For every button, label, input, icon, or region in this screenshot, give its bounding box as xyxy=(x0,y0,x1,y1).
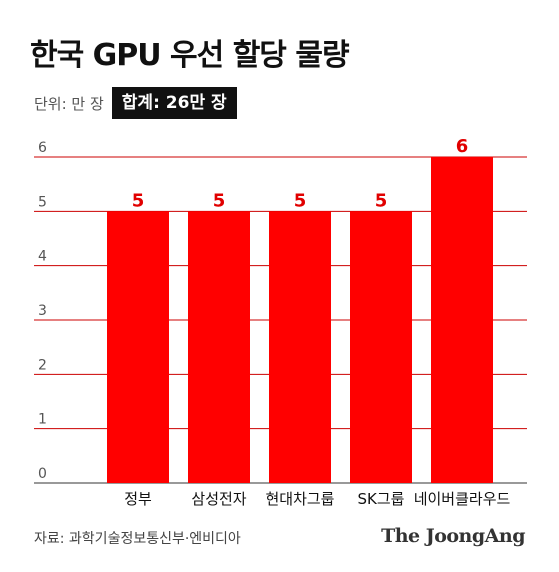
x-tick-label: 현대차그룹 xyxy=(265,490,334,508)
bar-value-label: 5 xyxy=(132,190,145,211)
y-tick-label: 6 xyxy=(38,140,47,156)
source-note: 자료: 과학기술정보통신부·엔비디아 xyxy=(34,531,241,547)
bar xyxy=(188,211,250,484)
x-tick-label: 삼성전자 xyxy=(191,490,246,508)
chart-title: 한국 GPU 우선 할당 물량 xyxy=(30,38,350,73)
brand-logo: The JoongAng xyxy=(381,525,525,547)
y-tick-label: 4 xyxy=(38,249,47,265)
y-tick-label: 2 xyxy=(38,357,47,373)
bar-value-label: 6 xyxy=(456,136,469,157)
x-tick-label: 정부 xyxy=(124,490,152,508)
total-badge: 합계: 26만 장 xyxy=(111,87,237,119)
bar xyxy=(350,211,412,484)
y-tick-label: 5 xyxy=(38,194,47,210)
bar xyxy=(431,157,493,483)
bar xyxy=(107,211,169,484)
unit-label: 단위: 만 장 xyxy=(34,94,104,113)
bar-value-label: 5 xyxy=(213,190,226,211)
bar-value-label: 5 xyxy=(294,190,307,211)
bar-value-label: 5 xyxy=(375,190,388,211)
x-tick-label: 네이버클라우드 xyxy=(414,490,511,508)
y-tick-label: 1 xyxy=(38,412,47,428)
unit-row: 단위: 만 장 합계: 26만 장 xyxy=(34,86,237,120)
x-tick-label: SK그룹 xyxy=(358,490,405,508)
bar xyxy=(269,211,331,484)
y-tick-label: 3 xyxy=(38,303,47,319)
y-tick-label: 0 xyxy=(38,466,47,482)
